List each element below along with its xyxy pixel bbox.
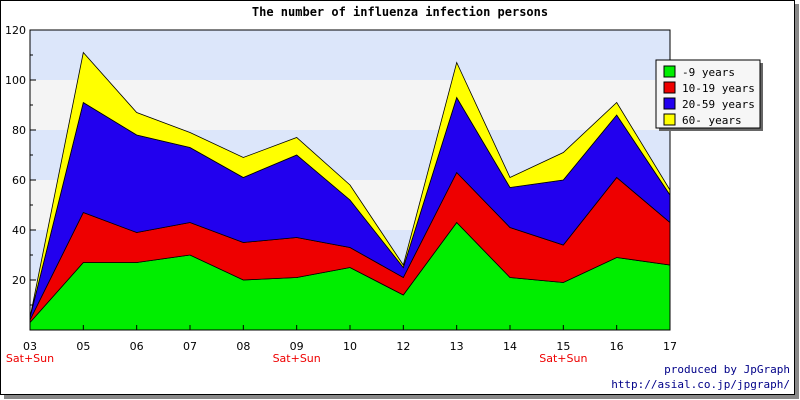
y-ticks: 20 40 60 80 100 120 — [5, 24, 36, 306]
x-tick-label: 13 — [450, 340, 464, 353]
x-tick-label: 15 — [556, 340, 570, 353]
y-tick-label: 40 — [12, 224, 26, 237]
legend-label: 20-59 years — [682, 98, 755, 111]
x-tick-label: 06 — [130, 340, 144, 353]
legend-swatch — [663, 81, 676, 94]
credit-url[interactable]: http://asial.co.jp/jpgraph/ — [611, 378, 790, 391]
x-tick-label: 12 — [396, 340, 410, 353]
y-tick-label: 120 — [5, 24, 26, 37]
legend-swatch — [663, 97, 676, 110]
x-tick-label: 10 — [343, 340, 357, 353]
legend-label: 60- years — [682, 114, 742, 127]
x-tick-label: 17 — [663, 340, 677, 353]
x-tick-label: 16 — [610, 340, 624, 353]
legend-label: -9 years — [682, 66, 735, 79]
y-tick-label: 100 — [5, 74, 26, 87]
credit-produced-by: produced by JpGraph — [664, 363, 790, 376]
x-tick-label: 03 — [23, 340, 37, 353]
y-tick-label: 20 — [12, 274, 26, 287]
x-tick-label: 14 — [503, 340, 517, 353]
y-tick-label: 60 — [12, 174, 26, 187]
legend-swatch — [663, 113, 676, 126]
grid-band — [30, 30, 670, 80]
x-tick-label: 08 — [236, 340, 250, 353]
chart-title: The number of influenza infection person… — [252, 5, 548, 19]
x-tick-label: 09 — [290, 340, 304, 353]
x-tick-label: 05 — [76, 340, 90, 353]
legend-swatch — [663, 65, 676, 78]
legend-label: 10-19 years — [682, 82, 755, 95]
weekend-label: Sat+Sun — [6, 352, 54, 365]
area-series — [29, 51, 671, 331]
y-tick-label: 80 — [12, 124, 26, 137]
legend: -9 years 10-19 years 20-59 years 60- years — [655, 59, 763, 131]
weekend-label: Sat+Sun — [273, 352, 321, 365]
x-tick-label: 07 — [183, 340, 197, 353]
weekend-label: Sat+Sun — [539, 352, 587, 365]
